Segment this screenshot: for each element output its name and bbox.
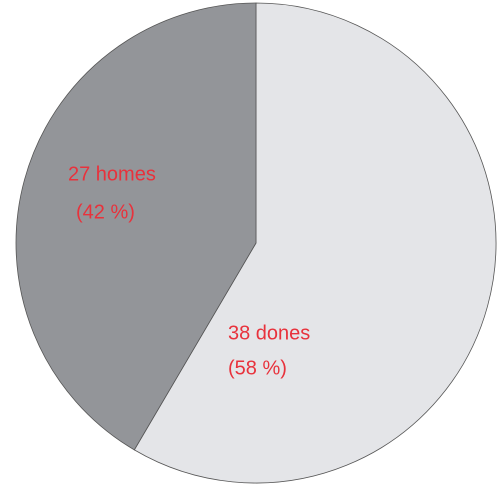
slice-label: 27 homes: [68, 163, 156, 185]
slice-label: 38 dones: [228, 322, 310, 344]
slice-percent-label: (42 %): [76, 201, 135, 223]
pie-slice: [133, 2, 497, 484]
pie-slice: [15, 2, 257, 451]
slice-percent-label: (58 %): [228, 357, 287, 379]
